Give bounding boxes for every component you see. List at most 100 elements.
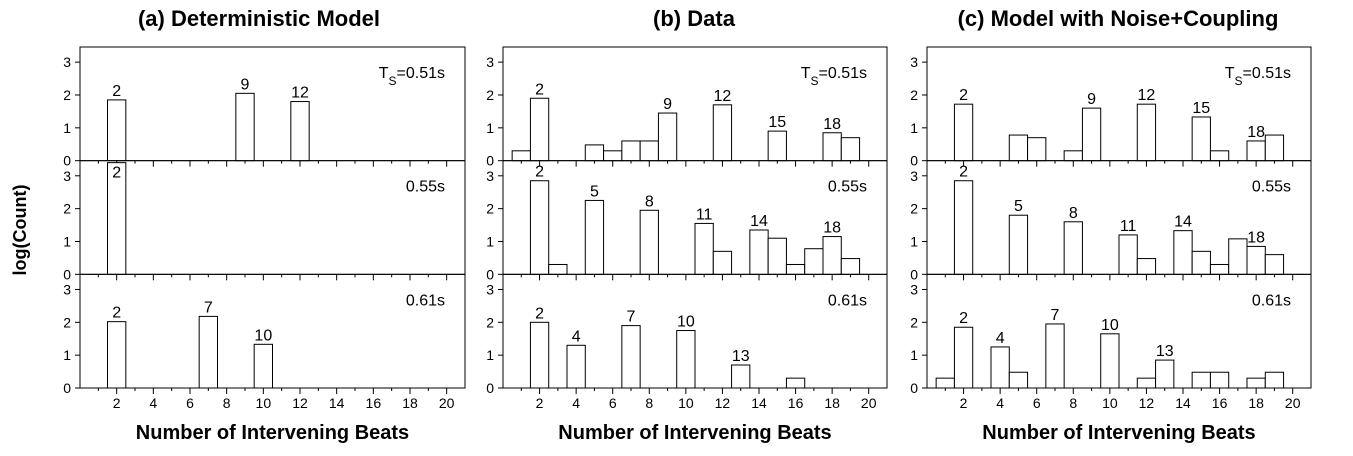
y-tick-label: 1 [910, 233, 918, 249]
bar [107, 321, 127, 389]
bar [1264, 134, 1285, 162]
bar-label: 11 [696, 206, 713, 223]
x-tick-label: 20 [1285, 395, 1301, 411]
bar-label: 8 [1069, 205, 1078, 222]
bar [1173, 230, 1193, 275]
bar-label: 18 [1247, 124, 1265, 141]
bar-label: 2 [535, 164, 544, 181]
x-tick-label: 4 [149, 395, 157, 411]
y-tick-label: 0 [486, 266, 494, 282]
y-tick-label: 1 [910, 120, 918, 136]
x-tick-label: 16 [788, 395, 804, 411]
y-tick-label: 2 [63, 201, 71, 217]
bar [1246, 140, 1266, 162]
y-tick-label: 3 [910, 54, 918, 70]
y-axis-label: log(Count) [10, 185, 30, 276]
y-tick-label: 0 [63, 380, 71, 396]
x-axis-label: Number of Intervening Beats [982, 422, 1255, 444]
y-tick-label: 2 [486, 314, 494, 330]
bar [804, 248, 824, 275]
x-tick-label: 4 [572, 395, 580, 411]
y-tick-label: 0 [486, 153, 494, 169]
y-tick-label: 1 [486, 120, 494, 136]
bar [253, 343, 274, 389]
bar [1209, 263, 1230, 275]
y-tick-label: 2 [910, 87, 918, 103]
ts-label: 0.61s [406, 292, 445, 309]
bar [767, 130, 787, 162]
y-tick-label: 0 [63, 266, 71, 282]
bar [785, 263, 806, 275]
bar-label: 5 [1014, 198, 1023, 215]
bar [1191, 116, 1211, 162]
bar-label: 4 [996, 330, 1005, 347]
y-tick-label: 3 [910, 168, 918, 184]
ts-label: 0.61s [1252, 292, 1291, 309]
bar-label: 7 [1051, 307, 1060, 324]
bar-label: 10 [677, 314, 695, 331]
bar [198, 315, 219, 389]
y-tick-label: 3 [910, 281, 918, 297]
bar [639, 209, 659, 275]
x-tick-label: 2 [960, 395, 968, 411]
x-tick-label: 14 [329, 395, 345, 411]
bar [1191, 371, 1211, 389]
chart-3: (c) Model with Noise+Coupling0123TS=0.51… [910, 6, 1312, 444]
y-tick-label: 3 [486, 54, 494, 70]
bar [712, 250, 733, 275]
bar [1264, 371, 1285, 389]
bar-label: 15 [768, 114, 786, 131]
bar [1136, 377, 1157, 389]
bar-label: 12 [291, 85, 309, 102]
bar [953, 180, 974, 275]
y-tick-label: 3 [486, 168, 494, 184]
x-tick-label: 10 [256, 395, 272, 411]
bar [290, 101, 310, 162]
x-tick-label: 12 [715, 395, 731, 411]
bar-label: 2 [535, 305, 544, 322]
bar-label: 7 [627, 309, 636, 326]
y-tick-label: 2 [486, 201, 494, 217]
bar [1246, 245, 1266, 275]
y-tick-label: 1 [63, 233, 71, 249]
bar [511, 150, 531, 162]
bar [1136, 103, 1157, 162]
bar-label: 7 [204, 299, 213, 316]
ts-label: 0.55s [828, 179, 867, 196]
bar-label: 2 [959, 87, 968, 104]
bar [1063, 150, 1083, 162]
y-tick-label: 1 [63, 347, 71, 363]
bar [1081, 107, 1102, 162]
bar-label: 18 [1247, 229, 1265, 246]
bar-label: 5 [590, 183, 599, 200]
bar [1008, 371, 1029, 389]
bar [657, 112, 678, 162]
panel-2: 0 1 2 3 0.55s 2 5 8 11 14 18 [486, 160, 888, 282]
x-tick-label: 18 [402, 395, 418, 411]
x-tick-label: 12 [1139, 395, 1155, 411]
y-tick-label: 1 [910, 347, 918, 363]
bar [1155, 359, 1175, 389]
bar [1008, 134, 1029, 162]
bar-label: 2 [959, 310, 968, 327]
bar-label: 10 [1101, 317, 1119, 334]
bar [603, 150, 623, 162]
x-tick-label: 14 [751, 395, 767, 411]
y-tick-label: 2 [63, 87, 71, 103]
bar-label: 2 [112, 305, 121, 322]
bar [1209, 150, 1230, 162]
y-tick-label: 3 [63, 168, 71, 184]
bar [639, 140, 659, 162]
bar [935, 377, 955, 389]
bar [529, 321, 550, 389]
bar [548, 263, 568, 275]
y-tick-label: 0 [910, 380, 918, 396]
ts-label: 0.55s [1252, 179, 1291, 196]
bar [107, 99, 127, 162]
